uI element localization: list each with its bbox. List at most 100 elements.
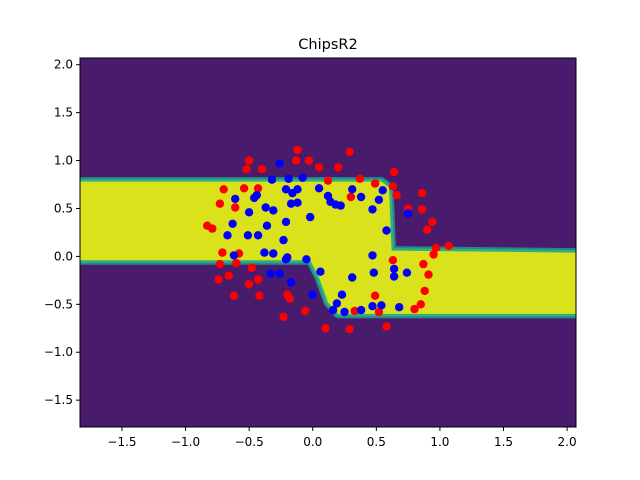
red-point [419, 259, 428, 269]
red-point [229, 291, 239, 300]
blue-point [229, 251, 239, 260]
blue-point [284, 174, 293, 183]
blue-point [389, 272, 399, 281]
red-point [374, 307, 384, 317]
blue-point [348, 273, 357, 282]
red-point [300, 306, 310, 316]
blue-point [281, 255, 291, 264]
red-point [346, 192, 356, 202]
x-axis: −1.5 −1.0 −0.5 0.0 0.5 1.0 1.5 2.0 [107, 427, 577, 449]
x-tick-label: 1.0 [430, 435, 449, 449]
red-point [420, 286, 429, 296]
x-tick-label: 0.5 [367, 435, 386, 449]
red-point [444, 241, 453, 251]
blue-point [262, 221, 272, 230]
y-tick-label: 1.0 [54, 154, 73, 168]
y-tick-label: −1.5 [44, 393, 73, 407]
y-tick-label: 2.0 [54, 58, 73, 72]
red-point [424, 270, 433, 279]
blue-point [269, 249, 278, 258]
blue-point [275, 269, 284, 278]
blue-point [378, 186, 387, 195]
red-point [279, 312, 288, 321]
red-point [314, 163, 324, 172]
blue-point [402, 268, 412, 277]
x-tick-label: 0.0 [303, 435, 322, 449]
blue-point [266, 269, 275, 278]
blue-point [377, 301, 386, 310]
blue-point [368, 205, 377, 214]
red-point [218, 248, 227, 257]
red-point [304, 156, 314, 165]
blue-point [223, 231, 232, 240]
blue-point [337, 290, 347, 299]
x-tick-label: −1.5 [107, 435, 136, 449]
blue-point [314, 184, 324, 193]
red-point [388, 182, 398, 191]
y-tick-label: 1.5 [54, 106, 73, 120]
red-point [293, 145, 302, 155]
blue-point [374, 195, 384, 204]
red-point [321, 324, 330, 333]
red-point [345, 147, 354, 157]
red-point [292, 156, 301, 165]
blue-point [332, 299, 342, 308]
blue-point [316, 267, 325, 276]
red-point [431, 243, 441, 252]
blue-point [253, 231, 263, 240]
x-tick-label: −1.0 [171, 435, 200, 449]
red-point [323, 176, 333, 185]
red-point [416, 300, 425, 309]
blue-point [279, 235, 288, 245]
blue-point [243, 231, 253, 240]
blue-point [250, 193, 259, 203]
red-point [244, 156, 254, 165]
blue-point [306, 212, 315, 222]
red-point [423, 225, 432, 234]
blue-point [403, 209, 413, 218]
y-tick-label: 0.0 [54, 249, 73, 263]
red-point [285, 294, 294, 303]
y-axis: −1.5 −1.0 −0.5 0.0 0.5 1.0 1.5 2.0 [44, 58, 80, 407]
red-point [242, 165, 251, 174]
blue-point [261, 203, 270, 212]
blue-point [293, 198, 302, 207]
blue-point [267, 175, 277, 184]
red-point [429, 250, 438, 259]
blue-point [328, 305, 338, 315]
red-point [231, 203, 240, 212]
y-tick-label: 0.5 [54, 201, 73, 215]
red-point [370, 291, 380, 300]
blue-point [395, 303, 404, 312]
red-point [355, 174, 364, 183]
red-point [247, 263, 256, 273]
y-tick-label: −0.5 [44, 297, 73, 311]
blue-point [308, 290, 317, 299]
blue-point [368, 251, 377, 260]
blue-point [281, 217, 291, 227]
blue-point [244, 208, 254, 217]
red-point [257, 165, 267, 174]
blue-point [286, 278, 296, 287]
scatter-points [203, 145, 453, 334]
blue-point [302, 255, 311, 264]
decision-region [80, 181, 576, 314]
blue-point [348, 185, 357, 194]
red-point [208, 224, 217, 233]
red-point [215, 259, 225, 269]
red-point [417, 205, 427, 214]
red-point [224, 271, 233, 280]
blue-point [382, 226, 391, 235]
red-point [428, 217, 437, 227]
red-point [232, 258, 241, 268]
red-point [417, 188, 427, 198]
axes-frame [79, 57, 577, 428]
x-tick-label: −0.5 [235, 435, 264, 449]
red-point [239, 184, 249, 193]
blue-point [228, 219, 237, 228]
red-point [253, 275, 263, 284]
blue-point [340, 307, 349, 317]
red-point [392, 190, 401, 200]
red-point [214, 275, 223, 284]
blue-point [356, 305, 366, 315]
